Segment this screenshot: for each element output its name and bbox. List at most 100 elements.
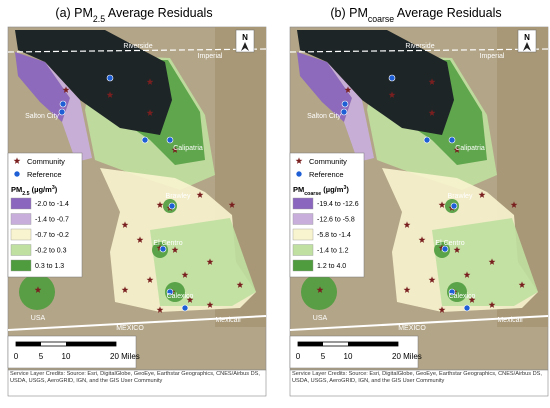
community-marker — [403, 286, 411, 293]
legend-swatch — [10, 197, 32, 210]
place-label: USA — [313, 315, 328, 322]
reference-marker — [340, 108, 348, 116]
community-marker — [206, 301, 214, 308]
community-marker — [171, 246, 179, 253]
zone-class-0 — [297, 52, 352, 122]
credits-holder: Service Layer Credits: Source: Esri, Dig… — [10, 371, 260, 384]
credits-box — [289, 369, 549, 397]
legend: Community Reference PMcoarse (µg/m3) -19.4 … — [289, 152, 365, 278]
panel: (a) PM2.5 Average Residuals Riverside Impe… — [7, 6, 267, 397]
north-arrow-box — [517, 29, 537, 53]
legend-unit: PMcoarse (µg/m3) — [293, 185, 349, 197]
reference-marker — [295, 170, 303, 178]
border-line — [289, 315, 549, 331]
north-arrow-box — [235, 29, 255, 53]
legend-swatch — [10, 244, 32, 256]
reference-marker — [106, 74, 114, 82]
legend-unit-part: coarse — [304, 191, 321, 197]
community-marker — [428, 276, 436, 283]
zone-class-0 — [15, 52, 70, 122]
legend-unit-part: (µg/m — [30, 185, 53, 194]
legend-swatch — [292, 228, 314, 241]
reference-marker — [448, 288, 456, 296]
community-marker — [228, 201, 236, 208]
scale-label: 0 — [296, 352, 301, 361]
reference-marker — [341, 100, 349, 108]
scale-bar-fill — [16, 342, 41, 346]
county-line — [7, 48, 267, 53]
community-marker — [196, 191, 204, 198]
panel-title-part: (b) PM — [330, 6, 368, 20]
place-label: Calipatria — [173, 145, 203, 152]
legend-label: Community — [27, 157, 65, 166]
legend-unit-part: PM — [293, 185, 304, 194]
community-marker — [62, 86, 70, 93]
reference-marker — [59, 100, 67, 108]
community-marker — [136, 236, 144, 243]
border-line — [7, 315, 267, 331]
community-marker — [428, 78, 436, 85]
legend-swatch — [292, 213, 314, 225]
community-marker — [344, 86, 352, 93]
reference-marker — [441, 245, 449, 253]
reference-marker — [166, 136, 174, 144]
legend-label: -1.4 to -0.7 — [35, 217, 69, 224]
credits: Service Layer Credits: Source: Esri, Dig… — [292, 371, 542, 384]
panel-title: (a) PM2.5 Average Residuals — [55, 6, 212, 24]
place-label: Imperial — [480, 53, 505, 60]
legend-label: -1.4 to 1.2 — [317, 248, 349, 255]
place-label: Brawley — [166, 193, 191, 200]
reference-marker — [159, 245, 167, 253]
zone-class-4 — [447, 282, 467, 302]
place-label: Mexicali — [497, 317, 523, 324]
legend-unit-part: 3 — [52, 185, 55, 191]
community-marker — [181, 271, 189, 278]
legend-swatch — [10, 213, 32, 225]
community-marker — [453, 146, 461, 153]
north-arrow — [241, 42, 249, 51]
credits: Service Layer Credits: Source: Esri, Dig… — [10, 371, 260, 384]
community-marker — [488, 258, 496, 265]
place-label: Calipatria — [455, 145, 485, 152]
place-label: Mexicali — [215, 317, 241, 324]
reference-marker — [141, 136, 149, 144]
scale-label: 10 — [344, 352, 353, 361]
legend: Community Reference PM2.5 (µg/m3) -2.0 to -… — [7, 152, 83, 278]
scale-label: 20 Miles — [110, 352, 140, 361]
panel-title-part: Average Residuals — [105, 6, 212, 20]
legend-unit: PM2.5 (µg/m3) — [11, 185, 58, 197]
legend-label: -5.8 to -1.4 — [317, 232, 351, 239]
legend-swatch — [10, 259, 32, 272]
scale-label: 10 — [62, 352, 71, 361]
credits-holder: Service Layer Credits: Source: Esri, Dig… — [292, 371, 542, 384]
panel-title-part: (a) PM — [55, 6, 93, 20]
community-marker — [438, 201, 446, 208]
reference-marker — [463, 304, 471, 312]
place-label: Imperial — [198, 53, 223, 60]
community-marker — [478, 191, 486, 198]
scale-bar-fill — [298, 342, 323, 346]
community-marker — [121, 286, 129, 293]
legend-swatch — [292, 259, 314, 272]
legend-label: -2.0 to -1.4 — [35, 201, 69, 208]
place-label: Calexico — [167, 293, 194, 300]
zone-class-1 — [327, 62, 374, 162]
scale-label: 5 — [321, 352, 326, 361]
legend-unit-part: (µg/m — [321, 185, 344, 194]
reference-marker — [448, 136, 456, 144]
legend-swatch — [292, 244, 314, 256]
community-marker — [468, 296, 476, 303]
lake — [297, 30, 454, 135]
scale-label: 5 — [39, 352, 44, 361]
place-label: Riverside — [123, 43, 152, 50]
legend-label: -12.6 to -5.8 — [317, 217, 355, 224]
legend-label: -0.7 to -0.2 — [35, 232, 69, 239]
legend-label: Community — [309, 157, 347, 166]
legend-label: Reference — [309, 170, 344, 179]
community-marker — [186, 296, 194, 303]
north-arrow — [523, 42, 531, 51]
county-line — [289, 48, 549, 53]
community-marker — [156, 306, 164, 313]
community-marker — [34, 286, 42, 293]
legend-label: -19.4 to -12.6 — [317, 201, 359, 208]
